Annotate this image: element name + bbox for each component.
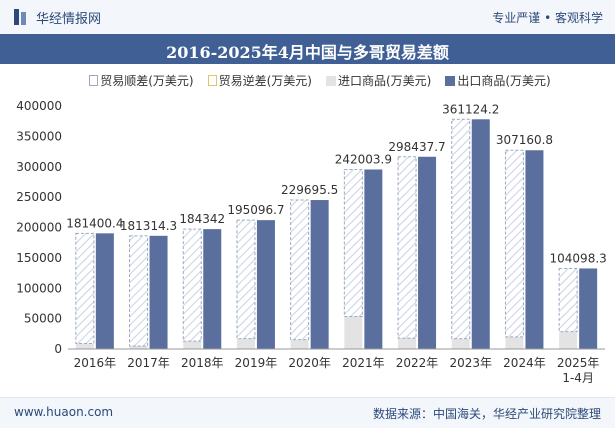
data-source: 数据来源：中国海关，华经产业研究院整理	[372, 407, 601, 421]
legend-label-surplus: 贸易顺差(万美元)	[100, 74, 194, 88]
x-tick-label: 2016年	[74, 356, 117, 370]
x-tick-label: 2022年	[396, 356, 439, 370]
y-tick-label: 100000	[16, 281, 62, 295]
data-label: 195096.7	[227, 203, 284, 217]
export-bar	[95, 233, 114, 349]
data-label: 242003.9	[335, 152, 392, 166]
surplus-bar	[451, 118, 471, 340]
export-bar	[310, 200, 329, 349]
import-bar	[505, 336, 524, 349]
chart-legend: 贸易顺差(万美元) 贸易逆差(万美元) 进口商品(万美元) 出口商品(万美元)	[40, 72, 600, 89]
surplus-bar	[236, 219, 256, 340]
y-tick-label: 300000	[16, 160, 62, 174]
surplus-bar	[558, 267, 578, 333]
x-axis: 2016年 2017年 2018年 2019年 2020年 2021年 2022年 2023年…	[68, 348, 605, 385]
x-tick-label: 2020年	[288, 356, 331, 370]
export-bar	[203, 229, 222, 349]
data-label: 298437.7	[388, 140, 445, 154]
legend-item-surplus: 贸易顺差(万美元)	[89, 72, 194, 89]
import-bar	[183, 341, 202, 349]
legend-label-deficit: 贸易逆差(万美元)	[218, 74, 312, 88]
import-bar	[290, 339, 309, 349]
y-tick-label: 400000	[16, 99, 62, 113]
x-tick-label: 2018年	[181, 356, 224, 370]
legend-item-import: 进口商品(万美元)	[326, 72, 431, 89]
legend-swatch-deficit	[207, 75, 217, 86]
import-bar	[129, 345, 148, 349]
x-tick-label: 2023年	[449, 356, 492, 370]
top-bar: 华经情报网 专业严谨 • 客观科学	[0, 0, 615, 35]
x-tick-label: 2017年	[127, 356, 170, 370]
x-tick-label: 2019年	[235, 356, 278, 370]
y-tick-label: 50000	[24, 312, 62, 326]
import-bar	[451, 338, 470, 349]
surplus-bar	[290, 199, 310, 341]
chart-title: 2016-2025年4月中国与多哥贸易差额	[166, 43, 449, 62]
y-tick-label: 0	[54, 342, 62, 356]
import-bar	[559, 331, 578, 349]
x-tick-label: 2024年	[503, 356, 546, 370]
import-bar	[75, 343, 94, 349]
surplus-bar	[129, 235, 149, 347]
website-link[interactable]: www.huaon.com	[14, 405, 114, 419]
title-bar: 2016-2025年4月中国与多哥贸易差额	[0, 34, 615, 64]
data-label: 104098.3	[550, 251, 607, 265]
y-tick-label: 150000	[16, 251, 62, 265]
data-label: 229695.5	[281, 183, 338, 197]
export-bar	[525, 150, 544, 349]
surplus-bar	[343, 168, 363, 317]
export-bar	[149, 235, 168, 349]
import-bar	[398, 338, 417, 349]
data-label: 184342	[179, 212, 225, 226]
surplus-bar	[182, 228, 202, 342]
legend-item-export: 出口商品(万美元)	[445, 72, 551, 89]
import-bar	[236, 338, 255, 349]
legend-label-export: 出口商品(万美元)	[457, 74, 551, 88]
y-axis: 0 50000 100000 150000 200000 250000 300000 3500…	[16, 99, 62, 356]
data-label: 361124.2	[442, 102, 499, 116]
y-tick-label: 350000	[16, 129, 62, 143]
legend-item-deficit: 贸易逆差(万美元)	[207, 72, 312, 89]
export-bar	[579, 268, 598, 349]
footer: www.huaon.com 数据来源：中国海关，华经产业研究院整理	[0, 397, 615, 428]
legend-swatch-surplus	[89, 75, 99, 86]
import-bar	[344, 316, 363, 349]
data-label: 181314.3	[120, 219, 177, 233]
export-bar	[471, 119, 490, 349]
export-bar	[418, 156, 437, 349]
y-tick-label: 200000	[16, 221, 62, 235]
brand-logo-icon	[14, 9, 26, 25]
x-tick-label: 2021年	[342, 356, 385, 370]
legend-label-import: 进口商品(万美元)	[338, 74, 432, 88]
surplus-bar	[75, 232, 95, 345]
export-bar	[256, 220, 275, 349]
surplus-bar	[397, 156, 417, 339]
data-label: 181400.4	[66, 216, 123, 230]
x-tick-label: 1-4月	[562, 371, 594, 385]
data-label: 307160.8	[496, 133, 553, 147]
tagline: 专业严谨 • 客观科学	[492, 11, 603, 25]
legend-swatch-export	[445, 75, 456, 86]
export-bar	[364, 169, 383, 349]
surplus-bar	[504, 149, 524, 338]
y-tick-label: 250000	[16, 190, 62, 204]
legend-swatch-import	[326, 75, 336, 86]
bar-chart: 0 50000 100000 150000 200000 250000 300000 3500…	[16, 99, 607, 385]
brand-name: 华经情报网	[36, 12, 102, 27]
x-tick-label: 2025年	[557, 356, 600, 370]
